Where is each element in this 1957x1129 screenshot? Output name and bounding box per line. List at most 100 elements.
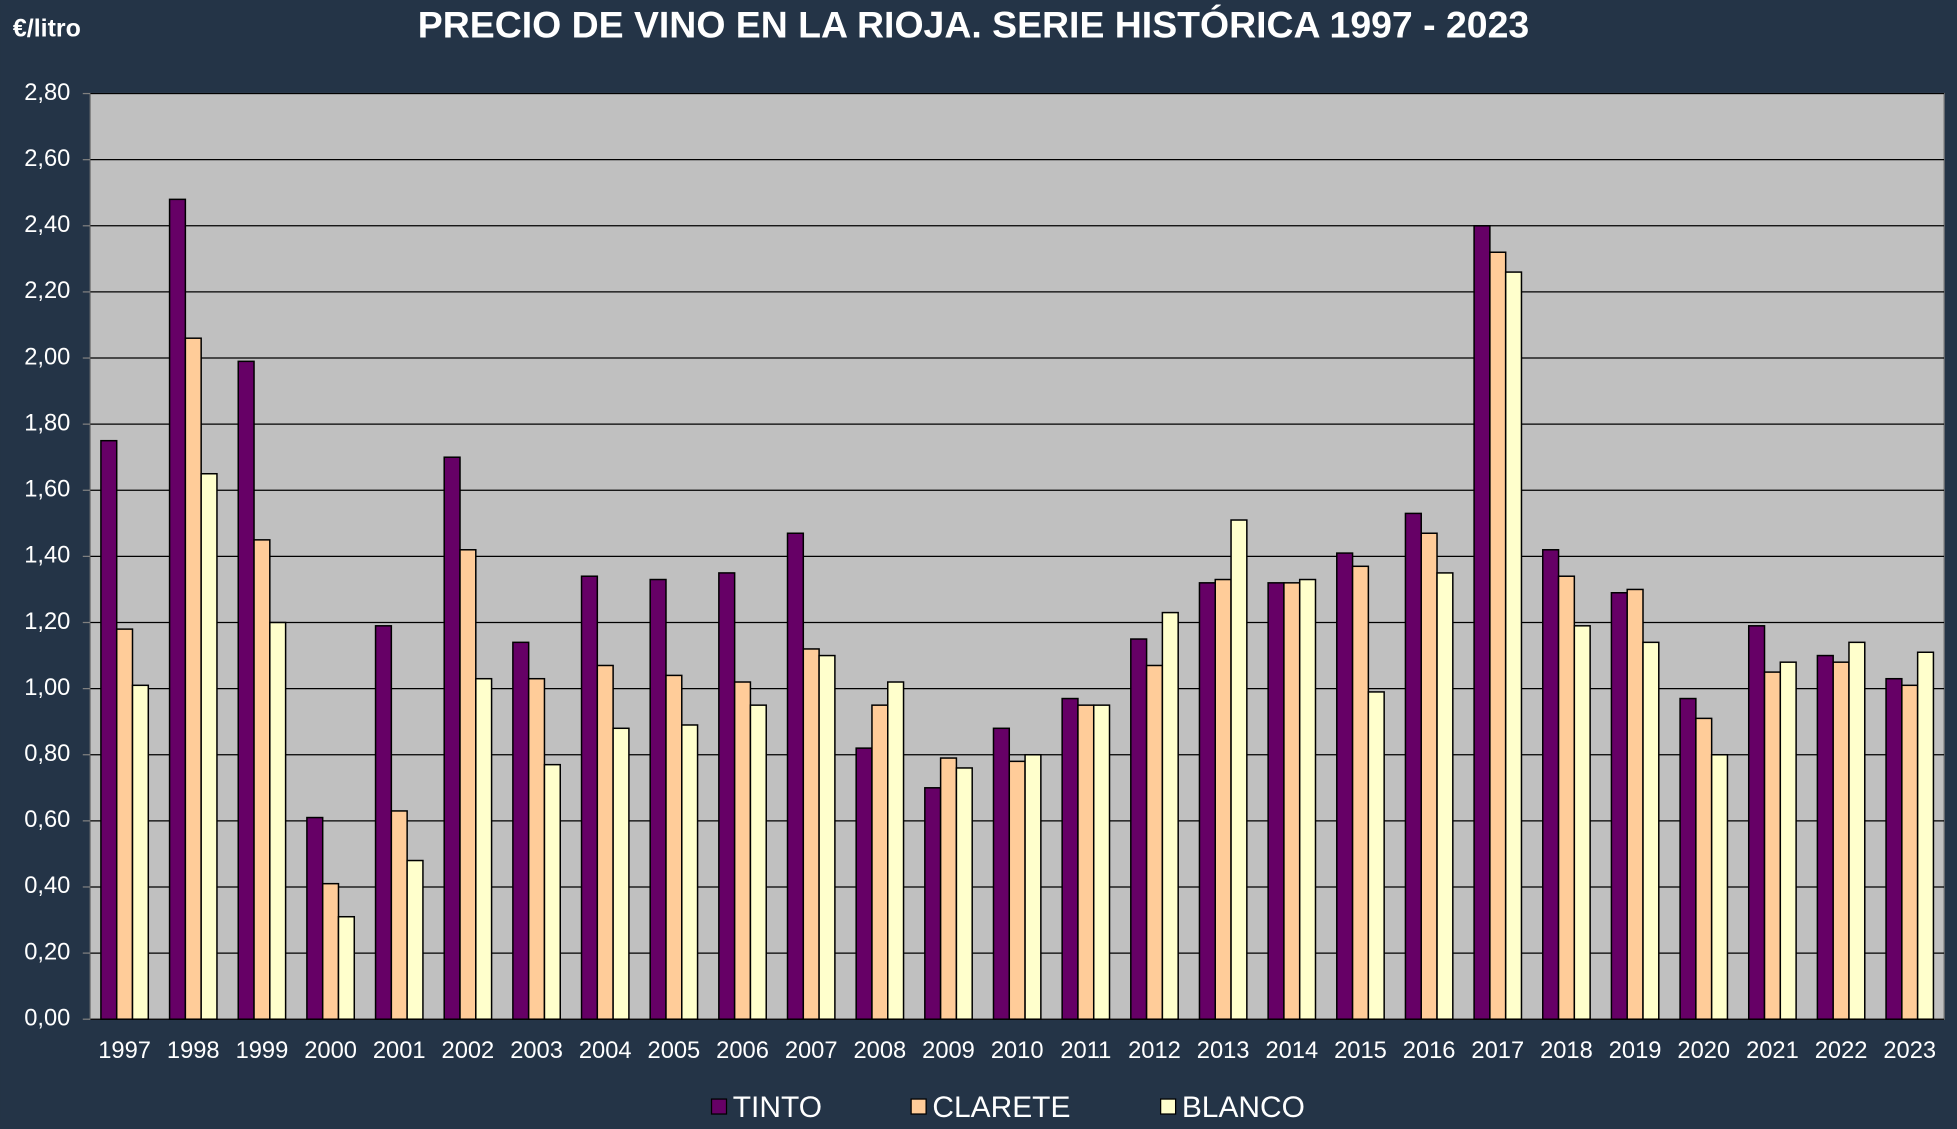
bar — [1710, 753, 1729, 1020]
bar — [1610, 592, 1628, 1020]
y-tick-label: 1,40 — [24, 543, 70, 569]
bar — [1145, 664, 1164, 1020]
bar — [1816, 654, 1834, 1020]
x-tick-label: 2012 — [1128, 1038, 1181, 1064]
y-tick-label: 0,00 — [24, 1005, 70, 1031]
bar — [1626, 588, 1644, 1020]
bar — [1848, 641, 1866, 1020]
y-tick-label: 0,80 — [24, 741, 70, 767]
bar — [1367, 691, 1385, 1020]
bar — [1161, 611, 1179, 1020]
bar — [253, 539, 271, 1020]
bar — [1695, 717, 1713, 1020]
y-tick-label: 0,40 — [24, 873, 70, 899]
legend-label: CLARETE — [932, 1091, 1070, 1124]
y-tick-label: 0,20 — [24, 939, 70, 965]
bar — [871, 704, 889, 1020]
y-tick-label: 2,20 — [24, 278, 70, 304]
bar — [1504, 271, 1523, 1020]
bar — [1351, 565, 1370, 1020]
bar — [612, 727, 630, 1020]
bar — [1489, 251, 1507, 1020]
x-tick-label: 2019 — [1609, 1038, 1662, 1064]
x-tick-label: 2000 — [304, 1038, 357, 1064]
bar — [1336, 552, 1354, 1020]
y-tick-label: 1,00 — [24, 675, 70, 701]
bar — [1832, 661, 1850, 1020]
bar — [512, 641, 530, 1020]
bar — [543, 763, 561, 1020]
bar — [718, 572, 736, 1020]
bar — [184, 337, 202, 1020]
y-tick-label: 1,20 — [24, 609, 70, 635]
x-tick-label: 2003 — [510, 1038, 563, 1064]
x-tick-label: 2007 — [785, 1038, 838, 1064]
bar — [1573, 625, 1591, 1020]
bar — [374, 625, 393, 1020]
y-axis-label: €/litro — [13, 15, 81, 43]
bar — [786, 532, 805, 1020]
bar — [390, 810, 408, 1020]
bar — [1436, 572, 1454, 1020]
x-tick-label: 2013 — [1197, 1038, 1250, 1064]
bar — [1885, 677, 1903, 1020]
bar — [168, 198, 187, 1020]
bar — [733, 681, 752, 1020]
legend-swatch — [1160, 1098, 1177, 1115]
bar — [1267, 582, 1285, 1020]
bar — [749, 704, 767, 1020]
legend-swatch — [710, 1098, 728, 1115]
x-tick-label: 2001 — [373, 1038, 426, 1064]
bar — [237, 360, 255, 1020]
bar — [1679, 697, 1697, 1020]
bar — [1230, 519, 1248, 1020]
bar — [1747, 625, 1766, 1020]
x-tick-label: 2008 — [854, 1038, 907, 1064]
y-tick-label: 2,60 — [24, 146, 70, 172]
bar — [992, 727, 1011, 1020]
x-tick-label: 2023 — [1883, 1038, 1936, 1064]
bar — [306, 816, 324, 1020]
bar — [200, 472, 218, 1020]
bar — [665, 674, 683, 1020]
bar — [855, 747, 873, 1020]
bar — [1061, 697, 1079, 1020]
bar — [1214, 578, 1232, 1020]
bar — [1916, 651, 1935, 1020]
y-tick-label: 2,00 — [24, 344, 70, 370]
bar — [955, 767, 973, 1020]
bar — [443, 456, 461, 1020]
y-tick-label: 0,60 — [24, 807, 70, 833]
legend-label: BLANCO — [1182, 1091, 1305, 1124]
x-tick-label: 2015 — [1334, 1038, 1387, 1064]
x-tick-label: 1999 — [236, 1038, 289, 1064]
bar — [1557, 575, 1576, 1020]
bar — [115, 628, 134, 1020]
bar — [1420, 532, 1438, 1020]
bar — [321, 882, 340, 1020]
bar — [818, 654, 836, 1020]
x-tick-label: 2022 — [1815, 1038, 1868, 1064]
bar — [1473, 225, 1491, 1020]
legend-label: TINTO — [733, 1091, 822, 1124]
x-tick-label: 2005 — [648, 1038, 701, 1064]
x-tick-label: 1998 — [167, 1038, 220, 1064]
bar — [269, 621, 287, 1020]
x-tick-label: 2011 — [1060, 1038, 1111, 1064]
bar — [924, 787, 942, 1020]
bar — [1008, 760, 1026, 1020]
x-tick-label: 2016 — [1403, 1038, 1456, 1064]
chart-title: PRECIO DE VINO EN LA RIOJA. SERIE HISTÓR… — [418, 3, 1529, 45]
bar — [649, 578, 667, 1020]
legend-swatch — [910, 1098, 927, 1115]
bar — [1763, 671, 1782, 1020]
x-tick-label: 2017 — [1471, 1038, 1524, 1064]
bar — [337, 915, 356, 1020]
bar — [1077, 704, 1095, 1020]
bar — [1642, 641, 1660, 1020]
bar — [527, 677, 546, 1020]
x-tick-label: 2021 — [1746, 1038, 1799, 1064]
bar — [1130, 638, 1148, 1020]
x-tick-label: 2018 — [1540, 1038, 1593, 1064]
